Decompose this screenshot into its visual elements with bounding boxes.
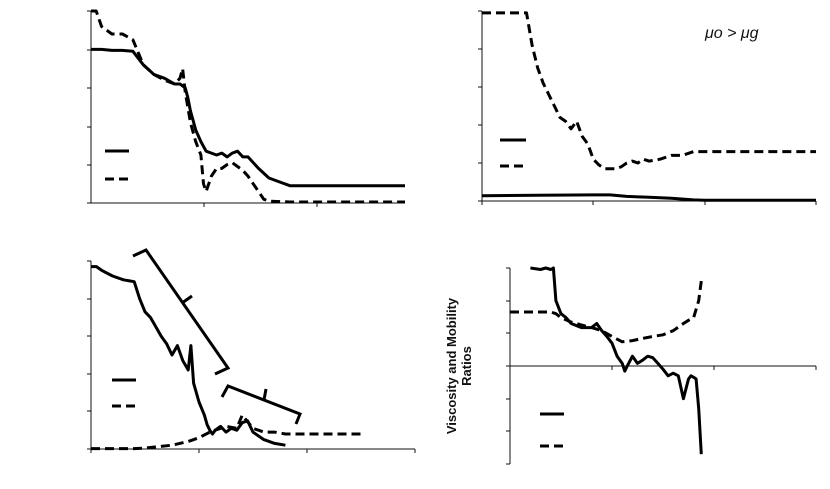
y-axis-title-line: Viscosity and Mobility [444,297,459,434]
series-line-oil [91,413,361,451]
unstable-bracket-tick [181,294,193,305]
stable-bracket [220,384,302,425]
y-axis-title-line: Ratios [459,346,474,386]
series-line-gas [91,265,286,447]
series-line-oil [482,11,816,171]
panel-c [87,248,416,453]
stable-bracket-tick [262,388,268,401]
panel-b: μo > μg [478,10,817,205]
series-line-gas [481,193,816,202]
panel-d: Viscosity and MobilityRatios [444,266,817,465]
viscosity-annotation: μo > μg [704,25,759,42]
series-line-mobility [530,266,703,455]
series-line-viscosity [510,280,703,344]
series-line-co2 [91,47,405,188]
series-line-sg [91,9,405,204]
panel-a [87,9,405,207]
unstable-bracket [132,248,231,376]
y-axis-title: Viscosity and MobilityRatios [444,297,474,434]
